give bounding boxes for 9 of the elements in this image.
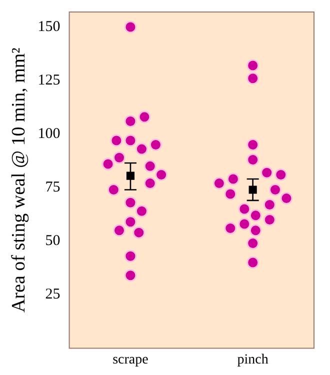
- y-tick-label: 125: [38, 72, 60, 88]
- y-tick-label: 75: [45, 180, 60, 196]
- y-tick-label: 150: [38, 18, 60, 35]
- y-tick-label: 25: [45, 286, 60, 303]
- x-tick-label: pinch: [237, 352, 268, 368]
- y-tick-label: 50: [45, 233, 60, 250]
- x-tick-label: scrape: [112, 352, 148, 368]
- y-axis-title: Area of sting weal @ 10 min, mm²: [8, 47, 30, 313]
- y-tick-label: 100: [38, 126, 60, 142]
